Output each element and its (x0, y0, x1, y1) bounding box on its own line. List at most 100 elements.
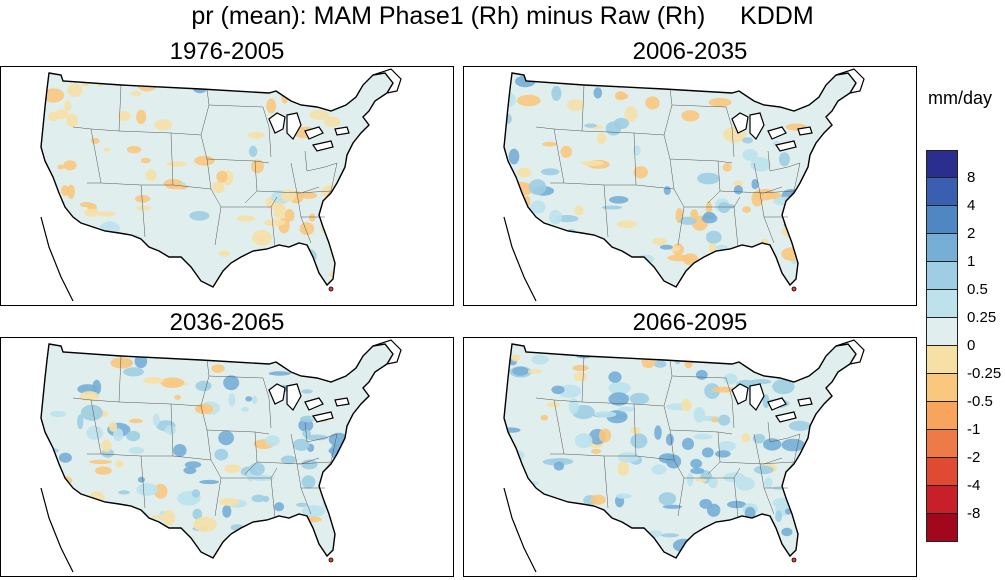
anomaly-patch (166, 184, 189, 190)
anomaly-patch (759, 87, 775, 104)
mexico-coastline (503, 216, 537, 302)
legend-swatch (926, 262, 958, 290)
anomaly-patch (248, 145, 258, 157)
anomaly-patch (553, 461, 565, 471)
anomaly-patch (719, 529, 739, 540)
anomaly-patch (281, 80, 304, 86)
state-border (304, 421, 338, 443)
state-border (270, 477, 276, 519)
anomaly-patch (788, 493, 810, 507)
state-border (767, 421, 801, 443)
anomaly-patch (152, 413, 160, 427)
anomaly-patch (686, 473, 694, 487)
anomaly-patch (504, 483, 514, 500)
anomaly-patch (89, 264, 106, 276)
anomaly-patch (544, 344, 561, 354)
anomaly-patch (560, 145, 573, 158)
anomaly-patch (193, 516, 218, 532)
anomaly-patch (140, 529, 155, 538)
anomaly-patch (140, 157, 151, 164)
state-border (170, 88, 210, 136)
state-borders (40, 339, 402, 573)
anomaly-patch (667, 254, 691, 262)
anomaly-patch (590, 520, 613, 536)
state-border (296, 190, 332, 194)
anomaly-patch (718, 414, 731, 426)
anomaly-patch (509, 467, 525, 480)
anomaly-patch (219, 498, 240, 506)
legend-swatch (926, 402, 958, 430)
anomaly-patch (651, 464, 667, 475)
anomaly-patch (749, 379, 772, 385)
anomaly-patch (574, 433, 593, 449)
state-border (172, 455, 212, 461)
anomaly-patch (251, 395, 258, 405)
panel-title-2: 2006-2035 (632, 38, 748, 65)
great-lake (767, 126, 787, 140)
anomaly-patch (791, 486, 801, 496)
anomaly-patch (328, 82, 342, 95)
anomaly-patch (216, 170, 228, 183)
anomaly-patch (292, 438, 310, 451)
anomaly-patch (517, 167, 532, 178)
anomaly-patch (529, 200, 546, 214)
anomaly-patch (551, 385, 565, 395)
state-border (172, 184, 212, 190)
great-lake (749, 383, 765, 411)
anomaly-patch (54, 109, 69, 119)
state-border (290, 433, 312, 515)
anomaly-patch (753, 354, 762, 360)
anomaly-patch (641, 355, 656, 369)
us-coastline (40, 343, 394, 559)
anomaly-patch (123, 367, 144, 377)
anomaly-patch (705, 230, 722, 244)
state-border (270, 206, 276, 248)
anomaly-patch (195, 380, 212, 392)
anomaly-patch (778, 152, 790, 167)
state-border (290, 162, 312, 244)
anomaly-patch (504, 179, 513, 189)
anomaly-patch (323, 116, 341, 128)
legend-swatch (926, 486, 958, 514)
anomaly-patch (66, 240, 88, 257)
state-border (633, 359, 673, 407)
legend-label: 1 (967, 253, 976, 270)
anomaly-patch (69, 234, 79, 246)
mexico-coastline (503, 487, 537, 573)
anomaly-patch (636, 344, 653, 360)
anomaly-patch (113, 428, 124, 442)
anomaly-patch (584, 543, 592, 549)
anomaly-patch (741, 432, 751, 443)
anomaly-patch (753, 465, 774, 475)
anomaly-patch (775, 83, 794, 94)
anomaly-patch (511, 354, 521, 362)
anomaly-patch (189, 211, 210, 221)
mexico-coastline (40, 216, 74, 302)
anomaly-patch (693, 406, 706, 423)
anomaly-patch (512, 366, 529, 376)
anomaly-patch (110, 357, 133, 369)
anomaly-patch (705, 200, 712, 216)
anomaly-patch (742, 149, 758, 161)
anomaly-patch (286, 524, 310, 532)
anomaly-patch (618, 406, 635, 412)
anomaly-patch (84, 525, 105, 530)
florida-marker (328, 557, 334, 563)
anomaly-patch (693, 433, 713, 440)
anomaly-patch (265, 435, 280, 447)
anomaly-patch (124, 264, 144, 274)
anomaly-patch (266, 98, 277, 114)
anomaly-patch (298, 248, 317, 264)
legend-swatch (926, 150, 958, 178)
anomaly-patch (89, 459, 112, 464)
map-canvas-2 (503, 68, 865, 302)
florida-marker (791, 557, 797, 563)
anomaly-patch (540, 513, 556, 519)
anomaly-patch (733, 185, 743, 195)
state-border (759, 190, 795, 194)
anomaly-patch (301, 475, 316, 489)
anomaly-patch (573, 371, 588, 382)
state-border (753, 433, 775, 515)
anomaly-patch (309, 110, 329, 120)
anomaly-patch (691, 535, 701, 540)
